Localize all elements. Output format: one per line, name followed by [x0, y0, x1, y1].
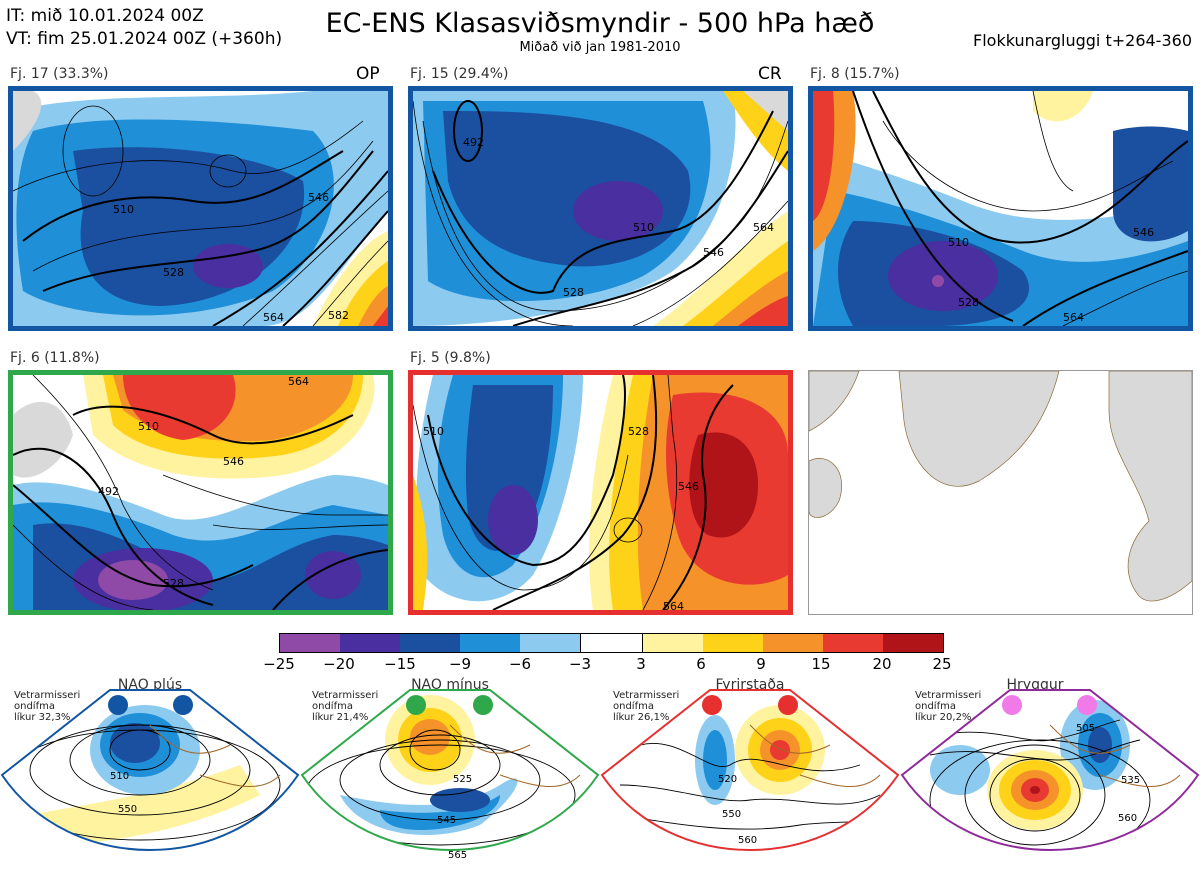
panel-1-contour-2: 528: [163, 266, 184, 279]
colorbar-swatch-11: [882, 634, 944, 652]
cluster-map-4: 492 510 528 546 564: [13, 375, 388, 610]
cluster-map-1: 510 528 546 564 582: [13, 91, 388, 326]
colorbar-swatch-10: [822, 634, 883, 652]
panel-1-contour-4: 564: [263, 311, 284, 324]
panel-5-contour-1: 510: [423, 425, 444, 438]
regime-2-map[interactable]: 525 545 565: [300, 685, 600, 871]
panel-4-contour-4: 546: [223, 455, 244, 468]
cluster-panel-4[interactable]: 492 510 528 546 564: [8, 370, 393, 615]
panel-2-contour-4: 546: [703, 246, 724, 259]
panel-4-contour-1: 492: [98, 485, 119, 498]
colorbar-swatch-1: [280, 634, 341, 652]
panel-3-contour-2: 528: [958, 296, 979, 309]
colorbar-tick-1: −25: [263, 655, 295, 673]
cluster-map-2: 492 510 528 546 564: [413, 91, 788, 326]
colorbar-tick-8: 6: [696, 655, 706, 673]
colorbar-swatch-3: [400, 634, 461, 652]
panel-4-contour-3: 528: [163, 577, 184, 590]
regime-1-stats: Vetrarmisseri ondífma líkur 32,3%: [14, 690, 81, 723]
panel-3-label: Fj. 8 (15.7%): [810, 66, 900, 82]
panel-1-contour-5: 582: [328, 309, 349, 322]
panel-5-contour-3: 546: [678, 480, 699, 493]
panel-2-label: Fj. 15 (29.4%): [410, 66, 509, 82]
colorbar-tick-12: 25: [932, 655, 952, 673]
panel-1-tag: OP: [356, 64, 380, 84]
colorbar-tick-9: 9: [756, 655, 766, 673]
classification-window: Flokkunargluggi t+264-360: [973, 31, 1192, 50]
regime-1-map[interactable]: 510 550: [0, 685, 300, 871]
regime-2-stats: Vetrarmisseri ondífma líkur 21,4%: [312, 690, 379, 723]
regime-2-contour-3: 565: [448, 850, 467, 861]
panel-1-contour-1: 510: [113, 203, 134, 216]
colorbar-tick-10: 15: [811, 655, 831, 673]
cluster-panel-1[interactable]: 510 528 546 564 582: [8, 86, 393, 331]
panel-4-label: Fj. 6 (11.8%): [10, 350, 100, 366]
panel-5-label: Fj. 5 (9.8%): [410, 350, 491, 366]
regime-4-stats: Vetrarmisseri ondífma líkur 20,2%: [915, 690, 982, 723]
panel-2-contour-5: 564: [753, 221, 774, 234]
regime-3-map[interactable]: 520 550 560: [600, 685, 900, 871]
colorbar-tick-2: −20: [323, 655, 355, 673]
panel-2-contour-2: 510: [633, 221, 654, 234]
colorbar-tick-4: −9: [448, 655, 472, 673]
init-time: IT: mið 10.01.2024 00Z: [6, 6, 204, 26]
regime-4-contour-2: 535: [1121, 775, 1140, 786]
panel-3-contour-3: 546: [1133, 226, 1154, 239]
colorbar-tick-3: −15: [384, 655, 416, 673]
chart-title: EC-ENS Klasasviðsmyndir - 500 hPa hæð: [325, 8, 875, 39]
panel-5-contour-2: 528: [628, 425, 649, 438]
panel-4-contour-5: 564: [288, 375, 309, 388]
chart-subtitle: Miðað við jan 1981-2010: [519, 40, 681, 55]
panel-4-contour-2: 510: [138, 420, 159, 433]
panel-1-contour-3: 546: [308, 191, 329, 204]
coastline-map-svg: [809, 371, 1192, 602]
regime-4-map[interactable]: 505 535 560: [900, 685, 1200, 871]
panel-3-contour-1: 510: [948, 236, 969, 249]
colorbar-swatch-4: [460, 634, 521, 652]
colorbar-swatch-5: [520, 634, 581, 652]
regime-3-contour-3: 560: [738, 835, 757, 846]
colorbar-swatch-7: [642, 634, 703, 652]
colorbar-tick-11: 20: [872, 655, 892, 673]
panel-2-contour-1: 492: [463, 136, 484, 149]
panel-5-contour-4: 564: [663, 600, 684, 610]
regime-1-contour-2: 550: [118, 804, 137, 815]
regime-2-contour-2: 545: [437, 815, 456, 826]
panel-1-label: Fj. 17 (33.3%): [10, 66, 109, 82]
cluster-panel-5[interactable]: 510 528 546 564: [408, 370, 793, 615]
panel-2-tag: CR: [758, 64, 782, 84]
colorbar-swatch-6: [580, 634, 643, 652]
colorbar-swatch-2: [340, 634, 401, 652]
colorbar-swatch-8: [702, 634, 763, 652]
colorbar-tick-5: −6: [508, 655, 532, 673]
regime-3-contour-2: 550: [722, 809, 741, 820]
colorbar-tick-6: −3: [568, 655, 592, 673]
colorbar-swatch-9: [762, 634, 823, 652]
panel-2-contour-3: 528: [563, 286, 584, 299]
regime-3-stats: Vetrarmisseri ondífma líkur 26,1%: [613, 690, 680, 723]
panel-3-contour-4: 564: [1063, 311, 1084, 324]
regime-4-contour-1: 505: [1076, 723, 1095, 734]
colorbar: [279, 633, 944, 653]
cluster-map-5: 510 528 546 564: [413, 375, 788, 610]
regime-3-contour-1: 520: [718, 774, 737, 785]
regime-1-contour-1: 510: [110, 771, 129, 782]
cluster-panel-2[interactable]: 492 510 528 546 564: [408, 86, 793, 331]
regime-2-contour-1: 525: [453, 774, 472, 785]
coastline-map: [808, 370, 1193, 615]
valid-time: VT: fim 25.01.2024 00Z (+360h): [6, 29, 283, 49]
regime-4-contour-3: 560: [1118, 813, 1137, 824]
cluster-map-3: 510 528 546 564: [813, 91, 1188, 326]
colorbar-tick-7: 3: [636, 655, 646, 673]
cluster-panel-3[interactable]: 510 528 546 564: [808, 86, 1193, 331]
